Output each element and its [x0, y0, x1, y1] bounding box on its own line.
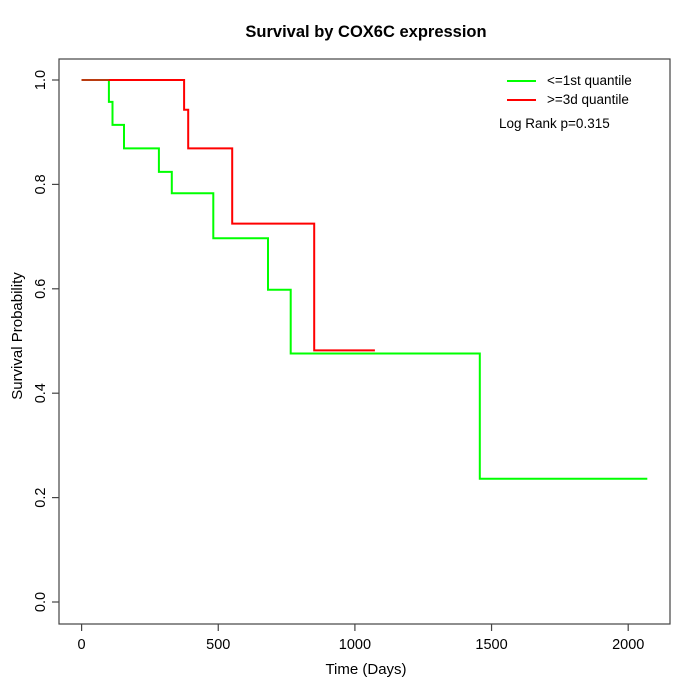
- legend-label-ge-3d-quantile: >=3d quantile: [547, 92, 629, 107]
- y-tick-label: 0.2: [33, 488, 49, 508]
- x-tick-label: 2000: [612, 637, 644, 653]
- legend-item-ge-3d-quantile: >=3d quantile: [507, 90, 677, 109]
- legend-label-le-1st-quantile: <=1st quantile: [547, 73, 632, 88]
- legend-item-le-1st-quantile: <=1st quantile: [507, 71, 677, 90]
- x-tick-label: 500: [206, 637, 230, 653]
- x-tick-label: 1500: [475, 637, 507, 653]
- y-tick-label: 0.4: [33, 383, 49, 403]
- y-tick-label: 0.0: [33, 592, 49, 612]
- chart-title: Survival by COX6C expression: [245, 23, 487, 41]
- y-tick-label: 1.0: [33, 70, 49, 90]
- y-axis-label: Survival Probability: [9, 272, 26, 400]
- y-tick-label: 0.8: [33, 174, 49, 194]
- y-tick-label: 0.6: [33, 279, 49, 299]
- legend-line-sample-green: [507, 79, 536, 82]
- legend: <=1st quantile >=3d quantile Log Rank p=…: [499, 71, 677, 131]
- km-curve-le-1st-quantile: [81, 79, 648, 480]
- plot-border-box: [58, 58, 671, 625]
- x-axis-label: Time (Days): [325, 661, 407, 678]
- km-curve-ge-3d-quantile: [81, 79, 375, 352]
- x-tick-label: 1000: [339, 637, 371, 653]
- log-rank-pvalue: Log Rank p=0.315: [499, 116, 610, 131]
- legend-line-sample-red: [507, 98, 536, 101]
- x-tick-label: 0: [78, 637, 86, 653]
